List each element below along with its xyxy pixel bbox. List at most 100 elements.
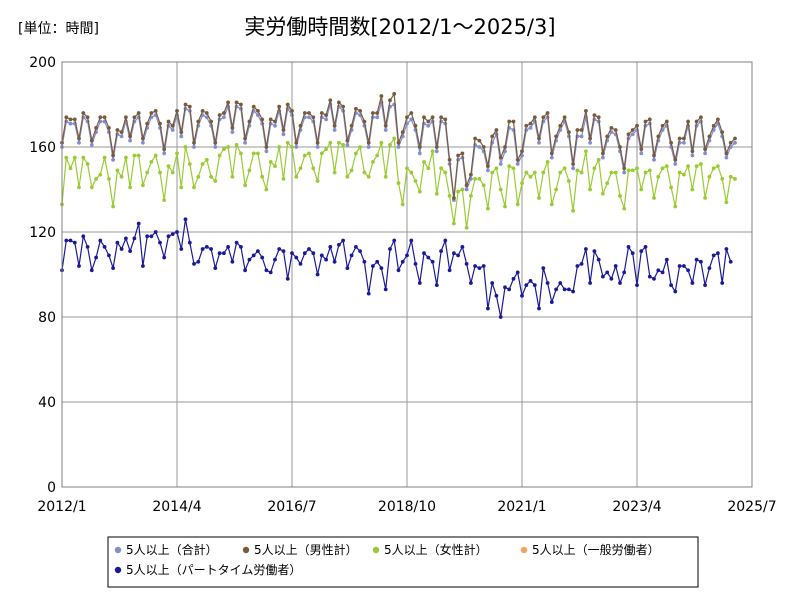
unit-label: [単位：時間]: [18, 21, 99, 37]
data-point: [584, 149, 588, 154]
data-point: [711, 123, 716, 128]
data-point: [371, 160, 375, 164]
data-point: [575, 264, 580, 268]
data-point: [268, 160, 273, 164]
data-point: [549, 155, 554, 160]
data-point: [392, 92, 397, 96]
data-point: [72, 240, 77, 245]
data-point: [503, 285, 507, 290]
data-point: [669, 283, 673, 287]
data-point: [520, 149, 524, 154]
data-point: [562, 287, 567, 292]
data-point: [204, 245, 209, 249]
data-point: [588, 136, 592, 141]
data-point: [311, 115, 316, 120]
data-point: [158, 121, 162, 126]
data-point: [294, 174, 299, 179]
data-point: [328, 98, 333, 103]
data-point: [481, 145, 486, 149]
legend-marker: [114, 566, 122, 574]
data-point: [239, 245, 243, 249]
data-point: [434, 145, 439, 149]
data-point: [285, 276, 290, 281]
data-point: [605, 270, 610, 275]
data-point: [260, 174, 265, 179]
data-point: [460, 151, 465, 156]
data-point: [613, 264, 618, 268]
y-tick-label: 160: [29, 140, 56, 156]
data-point: [545, 111, 550, 115]
data-point: [639, 151, 644, 156]
data-point: [660, 123, 665, 128]
data-point: [682, 172, 686, 177]
data-point: [324, 117, 328, 122]
data-point: [366, 291, 371, 296]
data-point: [332, 170, 337, 175]
data-point: [375, 259, 380, 264]
data-point: [498, 162, 503, 166]
data-point: [430, 149, 435, 154]
data-point: [187, 240, 192, 245]
data-point: [524, 170, 529, 175]
data-point: [673, 204, 678, 209]
data-point: [115, 128, 120, 132]
data-point: [694, 164, 699, 169]
data-point: [234, 100, 239, 105]
data-point: [213, 145, 218, 149]
data-point: [85, 115, 90, 120]
data-point: [460, 245, 465, 249]
data-point: [486, 306, 490, 311]
data-point: [396, 145, 401, 149]
data-point: [392, 136, 397, 141]
data-point: [230, 126, 235, 130]
legend: 5人以上（合計） 5人以上（男性計） 5人以上（女性計） 5人以上（一般労働者） 5人以…: [107, 536, 699, 588]
data-point: [290, 251, 294, 256]
data-point: [562, 166, 567, 171]
data-point: [545, 281, 550, 285]
data-point: [213, 140, 218, 145]
data-point: [439, 249, 443, 254]
data-point: [630, 251, 635, 256]
data-point: [119, 134, 124, 139]
data-point: [89, 138, 94, 143]
data-point: [677, 264, 682, 268]
data-point: [592, 113, 597, 117]
data-point: [537, 306, 541, 311]
y-tick-label: 120: [29, 225, 56, 241]
data-point: [179, 247, 184, 251]
data-point: [124, 115, 128, 120]
data-point: [192, 145, 196, 149]
data-point: [592, 166, 597, 171]
x-axis-ticks: 2012/1 2014/4 2016/7 2018/10 2021/1 2023/4 202…: [37, 499, 776, 515]
data-point: [520, 293, 524, 298]
data-point: [703, 283, 707, 287]
data-point: [273, 257, 277, 262]
data-point: [68, 117, 73, 122]
data-point: [652, 196, 656, 200]
data-point: [724, 200, 729, 205]
data-point: [264, 145, 269, 149]
data-point: [537, 140, 541, 145]
data-point: [554, 134, 558, 139]
data-point: [247, 168, 252, 173]
data-point: [166, 234, 171, 239]
data-point: [677, 170, 682, 175]
data-point: [575, 168, 580, 173]
data-point: [64, 115, 69, 120]
data-point: [494, 293, 499, 298]
data-point: [426, 255, 431, 260]
data-point: [643, 245, 648, 249]
data-point: [660, 270, 665, 275]
data-point: [192, 262, 196, 266]
data-point: [477, 177, 482, 181]
data-point: [447, 194, 452, 198]
legend-marker: [114, 546, 122, 554]
data-point: [260, 117, 265, 122]
data-point: [230, 174, 235, 179]
data-point: [192, 185, 196, 190]
data-point: [324, 113, 328, 117]
data-point: [733, 136, 737, 141]
data-point: [601, 151, 605, 156]
data-point: [145, 234, 150, 239]
data-point: [413, 123, 418, 128]
